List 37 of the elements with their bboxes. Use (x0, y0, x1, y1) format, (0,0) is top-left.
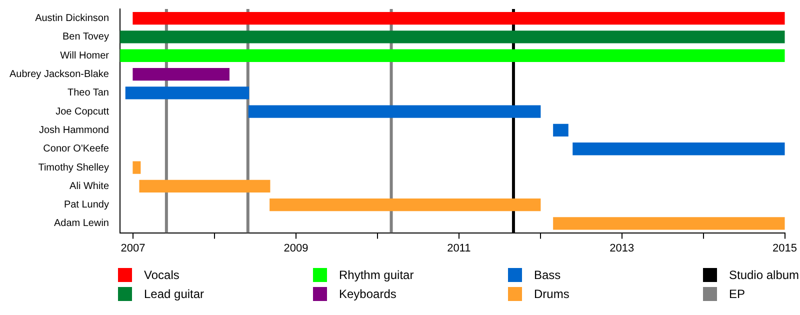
y-tick-label: Ben Tovey (62, 32, 109, 43)
x-tick-label: 2013 (610, 242, 634, 254)
x-tick-label: 2015 (772, 242, 798, 254)
y-tick-label: Adam Lewin (54, 218, 109, 230)
legend-label: Drums (534, 286, 570, 300)
bar (553, 124, 568, 137)
legend-label: Rhythm guitar (339, 268, 414, 282)
y-tick-label: Will Homer (60, 50, 110, 62)
legend-label: Keyboards (339, 286, 396, 300)
y-tick-label: Austin Dickinson (35, 13, 109, 24)
bar (132, 161, 141, 174)
bar (120, 49, 785, 62)
x-tick-label: 2007 (120, 242, 146, 254)
y-tick-label: Conor O'Keefe (43, 144, 110, 155)
y-tick-label: Pat Lundy (64, 200, 109, 211)
y-tick-label: Joe Copcutt (56, 106, 110, 118)
legend-label: Studio album (729, 268, 800, 282)
x-tick-label: 2011 (447, 242, 471, 254)
legend-label: Lead guitar (144, 286, 204, 300)
bar (248, 105, 541, 118)
bar (553, 217, 785, 230)
bar (125, 86, 250, 100)
y-tick-label: Timothy Shelley (38, 162, 109, 174)
legend-label: Vocals (144, 268, 180, 282)
legend-label: Bass (534, 268, 561, 282)
y-tick-label: Ali White (70, 180, 110, 192)
y-tick-label: Theo Tan (67, 88, 109, 99)
bar (132, 12, 785, 25)
bar (120, 30, 785, 44)
bar (270, 198, 541, 212)
bar (132, 68, 230, 81)
bar (139, 180, 270, 193)
bar (572, 142, 785, 156)
x-tick-label: 2009 (284, 242, 308, 254)
y-tick-label: Josh Hammond (38, 124, 109, 136)
legend-label: EP (729, 286, 746, 300)
y-tick-label: Aubrey Jackson-Blake (10, 69, 110, 80)
